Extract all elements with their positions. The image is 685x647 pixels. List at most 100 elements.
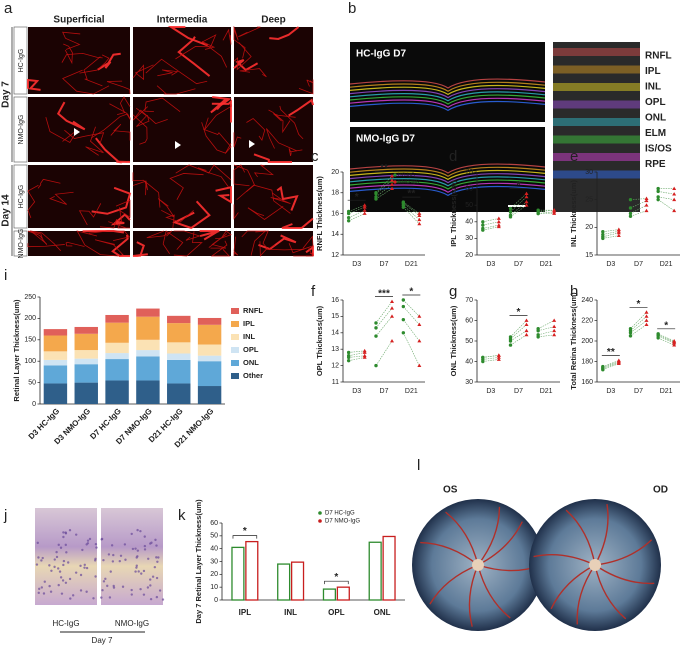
dot (616, 233, 621, 238)
vessel (144, 97, 181, 113)
vessel (91, 186, 132, 215)
bar-segment (136, 339, 160, 351)
y-tick-label: 50 (465, 202, 473, 209)
pair-line (482, 224, 499, 229)
y-tick-label: 70 (465, 297, 473, 304)
vessel (106, 80, 131, 95)
nucleus (81, 548, 84, 552)
dot (644, 322, 649, 326)
nucleus (71, 594, 75, 597)
y-tick-label: 30 (210, 558, 218, 565)
pair-line (630, 204, 647, 214)
vessel (132, 64, 154, 81)
legend-label: NMO-IgG (398, 179, 420, 185)
y-tick-label: 16 (331, 297, 339, 304)
bar (277, 563, 291, 601)
micrograph (234, 165, 313, 228)
bar-segment (136, 380, 160, 404)
dot (496, 219, 501, 224)
vessel (270, 192, 291, 205)
bar-segment (167, 315, 191, 324)
micrograph (28, 97, 130, 162)
dot (346, 219, 351, 223)
pair-line (510, 334, 527, 346)
vessel (259, 241, 305, 257)
vessel (27, 230, 48, 245)
vessel (269, 26, 300, 40)
vessel (203, 128, 232, 154)
vessel (239, 68, 267, 78)
pair-line (348, 352, 365, 357)
pair-line (348, 355, 365, 358)
y-tick-label: 10 (210, 584, 218, 591)
arrowhead (175, 141, 181, 149)
nucleus (150, 541, 153, 544)
dot (417, 211, 422, 215)
sig-label: * (664, 320, 668, 331)
nucleus (62, 563, 65, 567)
bar-segment (105, 380, 129, 404)
vessel (78, 203, 102, 226)
x-tick-label: D7 (514, 388, 523, 395)
layer-label: ELM (645, 128, 666, 139)
pair-line (482, 355, 499, 358)
vessel (233, 132, 242, 148)
vessel (201, 41, 228, 68)
oct-layer (349, 179, 546, 190)
bar-segment (197, 324, 222, 345)
bar-segment (74, 326, 98, 334)
y-axis-label: Retinal Layer Thickness(um) (12, 299, 21, 402)
layer-band (553, 83, 640, 91)
legend-label: OPL (243, 345, 259, 354)
nucleus (124, 558, 127, 561)
nucleus (139, 587, 142, 591)
vessel (132, 114, 148, 145)
layer-label: ONL (645, 113, 666, 124)
vessel (293, 248, 314, 257)
y-tick-label: 50 (28, 379, 36, 386)
retinal-vessel (594, 564, 627, 620)
nucleus (79, 589, 83, 592)
x-tick-label: D21 (405, 388, 418, 395)
nucleus (40, 586, 44, 589)
vessel (233, 204, 239, 220)
nucleus (94, 575, 97, 578)
nucleus (60, 592, 64, 595)
y-tick-label: 60 (465, 185, 473, 192)
vessel (276, 185, 299, 211)
y-tick-label: 20 (331, 169, 339, 176)
retinal-vessel (594, 564, 655, 585)
dot (656, 195, 660, 199)
vessel (288, 98, 314, 117)
legend-swatch (318, 519, 322, 523)
vessel (210, 96, 232, 114)
nucleus (36, 541, 39, 545)
arrowhead (74, 128, 80, 136)
nucleus (65, 551, 68, 554)
legend-swatch (231, 308, 239, 314)
nucleus (156, 560, 159, 563)
nucleus (157, 556, 160, 559)
dot (362, 203, 367, 207)
nucleus (57, 567, 60, 570)
sig-label: * (355, 192, 359, 203)
row-frame (13, 26, 28, 95)
dot (374, 321, 378, 325)
vessel (62, 69, 110, 95)
dot (390, 314, 394, 318)
nucleus (155, 544, 158, 547)
nucleus (146, 586, 150, 589)
y-tick-label: 20 (210, 571, 218, 578)
legend-label: Other (243, 371, 263, 380)
vessel (233, 164, 250, 187)
panel-letter: b (348, 0, 356, 17)
vessel (157, 69, 179, 77)
pair-line (602, 361, 619, 368)
histology (35, 508, 97, 605)
sig-label: ** (407, 189, 415, 200)
dot (401, 331, 406, 335)
nucleus (109, 570, 112, 573)
vessel (94, 239, 124, 257)
vessel (279, 105, 304, 140)
nucleus (112, 553, 115, 557)
